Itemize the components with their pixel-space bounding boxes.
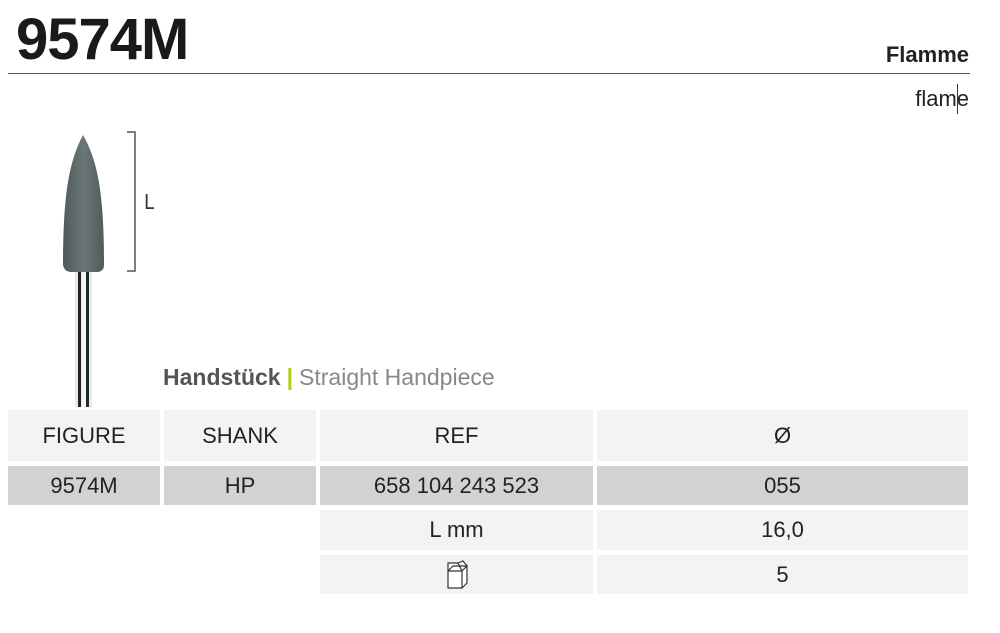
package-label-cell xyxy=(320,555,593,594)
header-shank: SHANK xyxy=(164,410,316,461)
box-icon xyxy=(446,559,468,589)
cell-diameter: 055 xyxy=(597,466,968,505)
cell-figure: 9574M xyxy=(8,466,160,505)
handpiece-de: Handstück xyxy=(163,364,281,390)
package-value-cell: 5 xyxy=(597,555,968,594)
header-diameter: Ø xyxy=(597,410,968,461)
cell-shank: HP xyxy=(164,466,316,505)
product-title: 9574M xyxy=(16,7,189,72)
separator: | xyxy=(286,364,294,390)
shape-name-de: Flamme xyxy=(885,42,969,67)
header-ref: REF xyxy=(320,410,593,461)
cell-ref: 658 104 243 523 xyxy=(320,466,593,505)
shape-name-en: flame xyxy=(915,86,969,111)
bur-head xyxy=(63,135,104,272)
length-label-cell: L mm xyxy=(320,510,593,550)
text-cursor xyxy=(957,84,958,114)
length-label: L xyxy=(144,190,155,214)
bur-figure xyxy=(63,131,136,407)
handpiece-en: Straight Handpiece xyxy=(299,364,495,390)
header-figure: FIGURE xyxy=(8,410,160,461)
length-value-cell: 16,0 xyxy=(597,510,968,550)
handpiece-label: Handstück | Straight Handpiece xyxy=(163,364,495,391)
length-bracket xyxy=(127,131,136,272)
title-divider xyxy=(8,73,970,74)
